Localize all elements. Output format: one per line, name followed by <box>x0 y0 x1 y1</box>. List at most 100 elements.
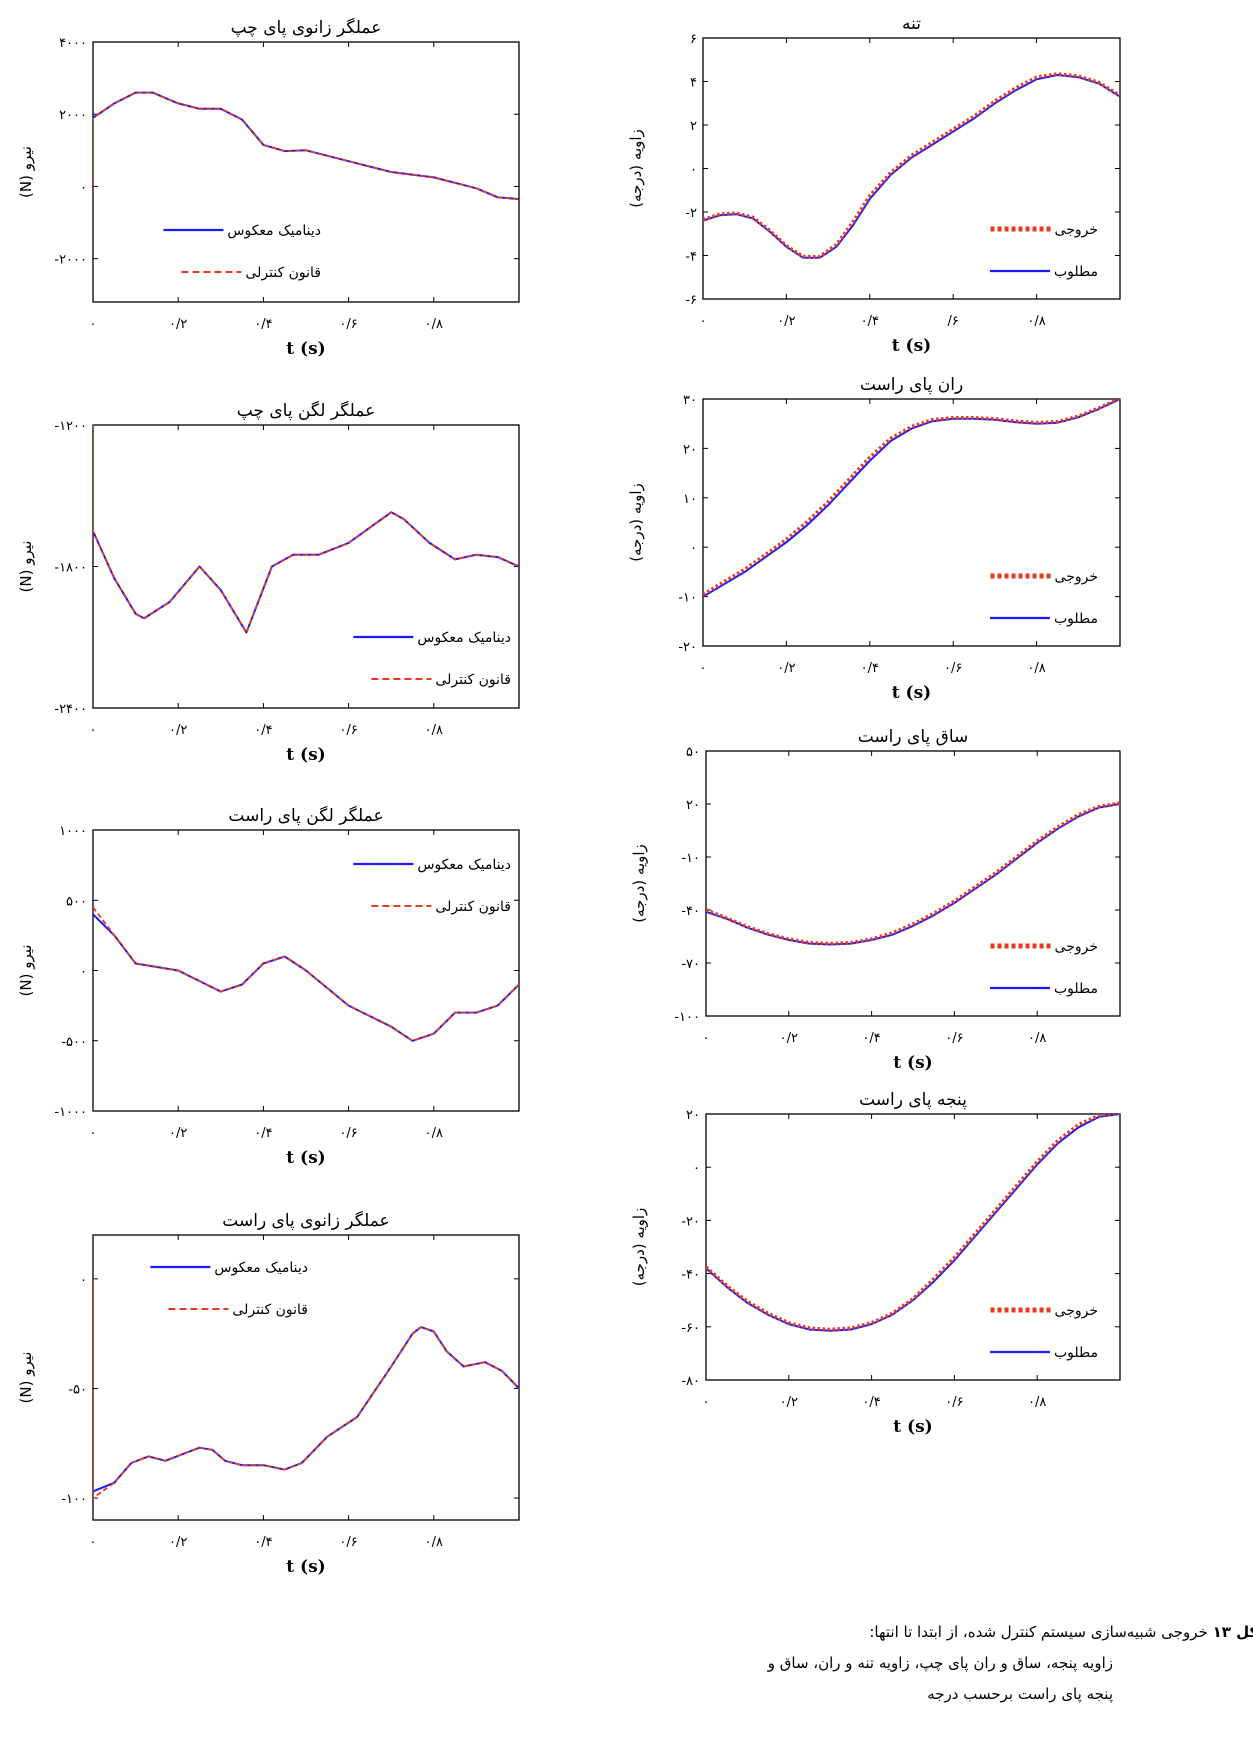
chart-trunk: تنه ۰ ۰/۲ ۰/۴/۶ ۰/۸ ۶ ۴ ۲ ۰ -۲ -۴ -۶ t (s) زاویه (درج… <box>627 14 1121 356</box>
series-line-output <box>93 425 519 634</box>
chart-right-shank: ساق پای راست ۰ ۰/۲ ۰/۴ ۰/۶ ۰/۸ ۵۰ ۲۰ -۱۰ -۴۰ -۷۰ -۱… <box>630 727 1121 1073</box>
x-tick-label: ۰/۸ <box>1027 314 1045 329</box>
y-axis-label: نیرو (N) <box>17 146 35 198</box>
y-tick-label: ۰ <box>693 1161 700 1176</box>
chart-left-knee: عملگر زانوی پای چپ ۰ ۰/۲ ۰/۴ ۰/۶ ۰/۸ ۴۰۰۰ ۲۰۰۰ ۰… <box>17 17 520 359</box>
x-tick-label: ۰ <box>90 723 97 738</box>
y-tick-label: ۴ <box>690 76 697 91</box>
y-tick-label: ۲۰ <box>683 442 697 457</box>
x-tick-label: ۰/۶ <box>339 317 357 332</box>
chart-title: عملگر لگن پای چپ <box>237 400 376 421</box>
legend-label: مطلوب <box>1054 264 1098 280</box>
x-tick-label: ۰/۴ <box>861 661 879 676</box>
y-tick-label: -۵۰۰ <box>61 1035 87 1050</box>
x-tick-label: ۰/۸ <box>1028 1031 1046 1046</box>
y-axis-label: زاویه (درجه) <box>627 483 645 562</box>
x-tick-label: ۰/۴ <box>254 317 272 332</box>
legend-label: خروجی <box>1055 569 1098 585</box>
chart-title: ساق پای راست <box>858 727 969 747</box>
y-tick-label: ۵۰۰ <box>66 894 87 909</box>
chart-right-thigh: ران پای راست ۰ ۰/۲ ۰/۴ ۰/۶ ۰/۸ ۳۰ ۲۰ ۱۰ ۰ -۱۰ -۲۰ t … <box>627 375 1121 703</box>
y-tick-label: -۴ <box>685 250 697 265</box>
y-axis-label: نیرو (N) <box>17 945 35 997</box>
series-line-output <box>706 801 1120 946</box>
legend-label: قانون کنترلی <box>435 899 511 915</box>
x-axis-label: t (s) <box>286 1148 325 1168</box>
x-axis-label: t (s) <box>286 1557 325 1577</box>
x-tick-label: ۰ <box>700 661 707 676</box>
y-tick-label: -۱۰۰۰ <box>54 1105 87 1120</box>
plot-frame <box>92 1234 520 1521</box>
x-tick-label: ۰/۲ <box>777 661 795 676</box>
plot-frame <box>702 37 1121 300</box>
y-tick-label: -۸۰ <box>681 1374 700 1389</box>
chart-title: ران پای راست <box>860 375 963 395</box>
x-axis-label: t (s) <box>286 339 325 359</box>
caption-text-1: خروجی شبیه‌سازی سیستم کنترل شده، از ابتد… <box>869 1623 1208 1641</box>
x-tick-label: ۰/۴ <box>862 1031 880 1046</box>
series-line-output <box>93 1278 519 1499</box>
y-tick-label: -۱۰ <box>678 591 697 606</box>
legend-label: قانون کنترلی <box>245 265 321 281</box>
legend-label: دینامیک معکوس <box>227 223 321 239</box>
x-tick-label: ۰ <box>90 317 97 332</box>
y-tick-label: ۶ <box>690 32 697 47</box>
y-tick-label: ۱۰۰۰ <box>59 824 87 839</box>
x-tick-label: ۰/۴ <box>861 314 879 329</box>
y-tick-label: -۵۰ <box>68 1382 87 1397</box>
x-tick-label: ۰/۸ <box>425 1126 443 1141</box>
y-tick-label: -۱۲۰۰ <box>54 419 87 434</box>
y-axis-label: نیرو (N) <box>17 541 35 593</box>
x-tick-label: ۰/۸ <box>425 317 443 332</box>
x-tick-label: ۰ <box>700 314 707 329</box>
x-tick-label: ۰/۴ <box>254 723 272 738</box>
y-tick-label: -۶ <box>685 293 697 308</box>
x-tick-label: ۰/۶ <box>945 1031 963 1046</box>
series-line-output <box>93 906 519 1042</box>
chart-left-hip: عملگر لگن پای چپ ۰ ۰/۲ ۰/۴ ۰/۶ ۰/۸ -۱۲۰۰ -۱۸۰۰ -… <box>17 400 520 765</box>
x-tick-label: ۰/۲ <box>780 1031 798 1046</box>
x-tick-label: ۰ <box>90 1535 97 1550</box>
y-tick-label: -۲ <box>685 206 697 221</box>
y-axis-label: زاویه (درجه) <box>630 844 648 923</box>
plot-frame <box>705 1113 1121 1381</box>
chart-right-toe: پنجه پای راست ۰ ۰/۲ ۰/۴ ۰/۶ ۰/۸ ۲۰ ۰ -۲۰ -۴۰ -۶۰ -۸… <box>630 1090 1121 1437</box>
y-tick-label: ۰ <box>80 965 87 980</box>
y-tick-label: ۲ <box>690 119 697 134</box>
x-tick-label: ۰/۲ <box>169 1126 187 1141</box>
chart-title: عملگر لگن پای راست <box>228 805 383 826</box>
plot-frame <box>702 398 1121 647</box>
legend-label: قانون کنترلی <box>232 1302 308 1318</box>
x-axis-label: t (s) <box>892 683 931 703</box>
series-line-output <box>706 1114 1120 1332</box>
caption-line-2: زاویه پنجه، ساق و ران پای چپ، زاویه تنه … <box>767 1654 1113 1672</box>
y-tick-label: -۲۰ <box>678 640 697 655</box>
y-tick-label: ۰ <box>690 541 697 556</box>
y-tick-label: -۱۰۰ <box>61 1492 87 1507</box>
y-tick-label: ۴۰۰۰ <box>59 36 87 51</box>
plot-frame <box>92 41 520 303</box>
legend-label: خروجی <box>1055 939 1098 955</box>
y-tick-label: ۰ <box>80 1273 87 1288</box>
y-tick-label: -۴۰ <box>681 1268 700 1283</box>
x-tick-label: ۰ <box>90 1126 97 1141</box>
caption-label: شکل ۱۳ <box>1212 1623 1253 1641</box>
legend-label: مطلوب <box>1054 981 1098 997</box>
x-tick-label: ۰/۴ <box>862 1395 880 1410</box>
legend-label: مطلوب <box>1054 611 1098 627</box>
plot-frame <box>705 750 1121 1017</box>
x-axis-label: t (s) <box>892 336 931 356</box>
x-tick-label: ۰/۶ <box>944 661 962 676</box>
y-axis-label: نیرو (N) <box>17 1352 35 1404</box>
y-tick-label: ۲۰ <box>686 798 700 813</box>
x-tick-label: ۰/۸ <box>425 723 443 738</box>
legend-label: دینامیک معکوس <box>214 1260 308 1276</box>
series-line-output <box>703 72 1120 259</box>
x-tick-label: ۰/۸ <box>425 1535 443 1550</box>
legend-label: مطلوب <box>1054 1345 1098 1361</box>
x-tick-label: ۰/۶ <box>339 1535 357 1550</box>
x-tick-label: ۰/۲ <box>169 317 187 332</box>
y-tick-label: -۲۴۰۰ <box>54 702 87 717</box>
chart-title: عملگر زانوی پای چپ <box>231 17 382 38</box>
series-line-reference <box>703 399 1120 598</box>
